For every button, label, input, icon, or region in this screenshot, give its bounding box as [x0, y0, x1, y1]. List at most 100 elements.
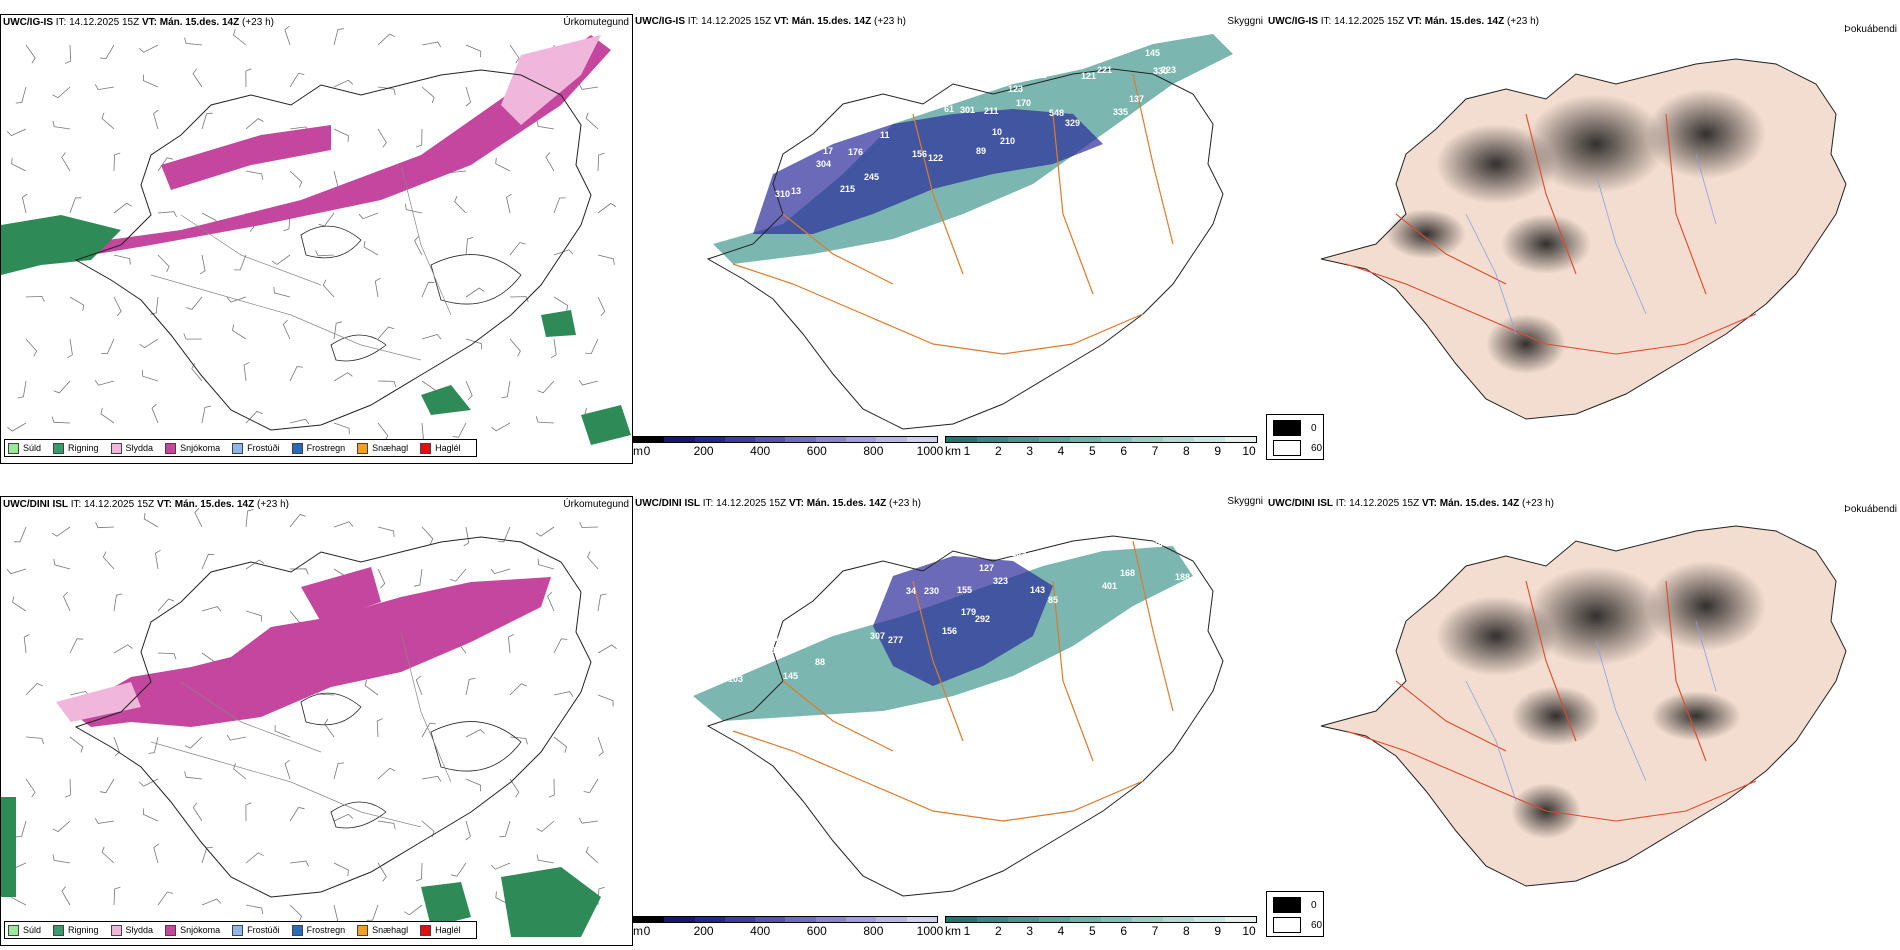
model-name: UWC/DINI ISL — [635, 498, 700, 509]
rain-patch — [1, 797, 601, 937]
roads — [732, 540, 1174, 822]
wind-barb — [186, 296, 203, 310]
wind-barb — [501, 380, 511, 399]
wind-barb — [101, 846, 115, 864]
lead-time: (+23 h) — [889, 498, 921, 509]
ptype-label: Slydda — [125, 925, 154, 935]
wind-barb — [274, 725, 291, 738]
wind-barb — [25, 338, 38, 357]
ptype-map-1 — [1, 25, 631, 445]
wind-barb — [553, 691, 574, 697]
colorbar-segment — [1194, 917, 1225, 922]
cloud-base-label: 145 — [1145, 48, 1160, 58]
wind-barb — [465, 380, 473, 401]
colorbar-segment — [1101, 917, 1132, 922]
wind-barb — [597, 296, 606, 317]
ptype-swatch — [8, 924, 19, 936]
colorbar-segment — [977, 437, 1008, 442]
wind-barb — [553, 736, 568, 753]
wind-barb — [148, 736, 159, 754]
fog-legend-low: 60 — [1273, 917, 1322, 933]
fog-value-0: 0 — [1311, 422, 1317, 434]
cloud-base-label: 13 — [710, 677, 720, 687]
wind-barb — [153, 843, 159, 864]
lead-time: (+23 h) — [1522, 498, 1554, 509]
ptype-swatch — [165, 442, 177, 454]
cloud-base-label: 245 — [864, 172, 879, 182]
wind-barb — [101, 112, 115, 130]
fog-map-2 — [1320, 525, 1847, 887]
wind-barb — [113, 254, 131, 265]
vis_legend-tick: 8 — [1182, 924, 1190, 938]
cloud-base-label: 124 — [779, 605, 794, 615]
wind-barb — [192, 802, 203, 822]
cloudbase_legend-tick: 400 — [750, 924, 771, 938]
wind-barb — [377, 767, 396, 780]
init-time: IT: 14.12.2025 15Z — [1335, 498, 1420, 509]
valid-time: VT: Mán. 15.des. 14Z — [788, 498, 887, 509]
ptype-legend-item: Frostúði — [232, 442, 280, 454]
wind-barb — [509, 683, 527, 696]
iceland-coastline — [706, 68, 1224, 430]
wind-barb — [113, 152, 121, 172]
iceland-coastline — [706, 535, 1224, 897]
wind-barb — [583, 778, 599, 794]
wind-barb — [284, 25, 291, 46]
wind-barb — [14, 526, 27, 543]
cloud-base-label: 181 — [695, 156, 710, 166]
wind-barb — [142, 808, 159, 822]
cloud-base-label: 88 — [815, 657, 825, 667]
cloudbase_legend-bar — [633, 916, 938, 923]
wind-barb — [6, 568, 27, 575]
wind-barb — [535, 416, 555, 424]
wind-barb — [451, 862, 467, 877]
wind-barb — [465, 338, 483, 350]
wind-barb — [284, 759, 291, 780]
wind-barb — [69, 638, 84, 654]
fog-panel-1: UWC/IG-IS IT: 14.12.2025 15Z VT: Mán. 15… — [1266, 14, 1900, 464]
wind-barb — [497, 526, 511, 543]
init-time: IT: 14.12.2025 15Z — [687, 16, 772, 27]
wind-barb — [52, 854, 71, 864]
ptype-label: Snjókoma — [180, 443, 221, 453]
colorbar-segment — [694, 917, 725, 922]
wind-barb — [289, 514, 306, 528]
wind-barb — [548, 778, 555, 798]
wind-barb — [25, 778, 36, 798]
ptype-legend-item: Snjókoma — [165, 924, 220, 936]
wind-barb — [245, 509, 254, 528]
wind-barb — [363, 241, 379, 256]
fog-legend-high: 0 — [1273, 420, 1317, 436]
ptype-map-2 — [1, 508, 617, 937]
wind-barb — [509, 296, 529, 303]
wind-barb — [25, 683, 43, 696]
wind-barb — [157, 211, 177, 218]
wind-barb — [69, 197, 82, 214]
wind-barb — [61, 152, 71, 172]
cloud-base-label: 254 — [1157, 538, 1172, 548]
cloud-base-label: 15 — [711, 188, 721, 198]
wind-barb — [322, 279, 335, 298]
ptype-swatch — [420, 924, 432, 936]
cloud-base-label: 123 — [1008, 84, 1023, 94]
panel-title: UWC/IG-IS IT: 14.12.2025 15Z VT: Mán. 15… — [3, 17, 274, 28]
colorbar-segment — [755, 917, 786, 922]
ptype-legend-item: Slydda — [110, 924, 154, 936]
cloudbase-colorbar: m 0 200 400 600 800 1000 km 1 2 3 4 5 6 7 8 9 10 — [633, 436, 1266, 464]
panel-title: UWC/DINI ISL IT: 14.12.2025 15Z VT: Mán.… — [3, 499, 289, 510]
roads — [1345, 580, 1757, 822]
colorbar-segment — [1194, 437, 1225, 442]
wind-barb — [465, 44, 482, 58]
wind-barb — [61, 886, 71, 906]
wind-barb — [245, 170, 264, 180]
wind-barb — [157, 891, 174, 906]
colorbar-segment — [755, 437, 786, 442]
vis_legend-bar — [945, 436, 1257, 443]
ptype-swatch — [165, 924, 177, 936]
ptype-label: Súld — [23, 925, 42, 935]
wind-barb — [366, 904, 379, 921]
colorbar-segment — [1225, 917, 1256, 922]
